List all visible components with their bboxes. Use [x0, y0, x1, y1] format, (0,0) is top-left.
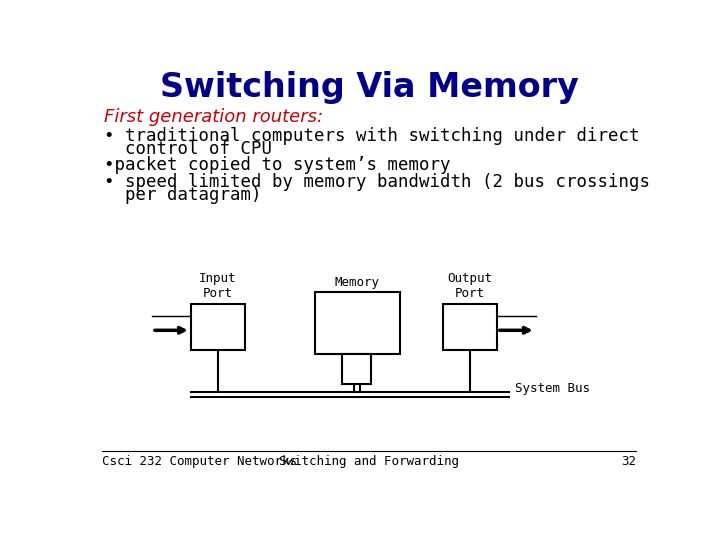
Text: control of CPU: control of CPU [104, 140, 272, 159]
Bar [191, 303, 245, 350]
Bar [315, 292, 400, 354]
Bar [342, 354, 372, 384]
Text: First generation routers:: First generation routers: [104, 108, 323, 126]
Text: • speed limited by memory bandwidth (2 bus crossings: • speed limited by memory bandwidth (2 b… [104, 173, 650, 191]
Text: • traditional computers with switching under direct: • traditional computers with switching u… [104, 127, 639, 145]
Bar [443, 303, 497, 350]
Text: Input
Port: Input Port [199, 272, 237, 300]
Text: •packet copied to system’s memory: •packet copied to system’s memory [104, 156, 451, 174]
Text: 32: 32 [621, 455, 636, 468]
Text: System Bus: System Bus [515, 382, 590, 395]
Text: Csci 232 Computer Networks: Csci 232 Computer Networks [102, 455, 297, 468]
Text: Memory: Memory [335, 276, 380, 289]
Text: Output
Port: Output Port [447, 272, 492, 300]
Text: per datagram): per datagram) [104, 186, 261, 204]
Text: Switching and Forwarding: Switching and Forwarding [279, 455, 459, 468]
Text: Switching Via Memory: Switching Via Memory [160, 71, 578, 104]
